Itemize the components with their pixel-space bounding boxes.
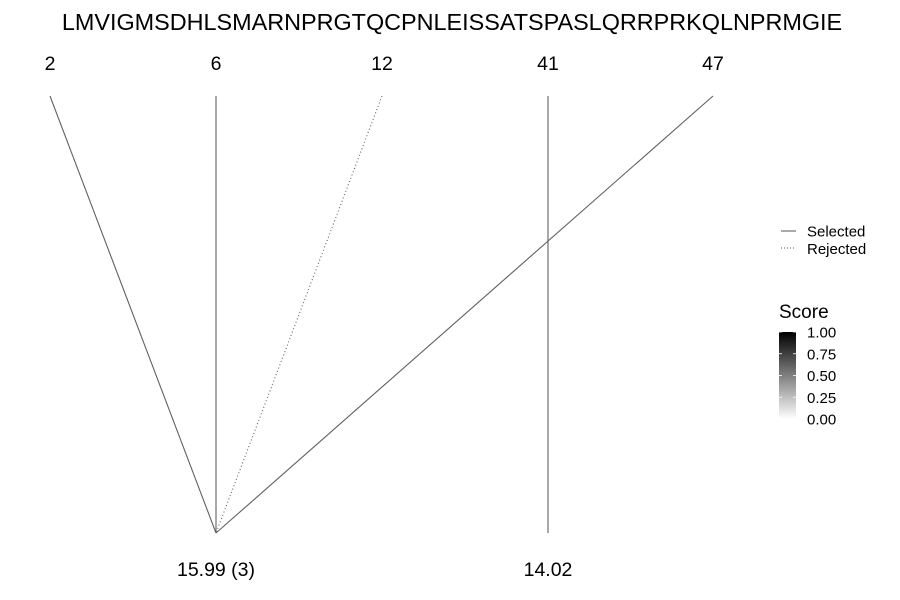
links-layer [49,95,714,534]
score-ticks: 1.00 0.75 0.50 0.25 0.00 [779,325,836,429]
position-label: 2 [45,53,56,75]
score-legend-title: Score [779,302,829,323]
score-tick-label: 1.00 [807,325,836,342]
position-label: 12 [371,53,393,75]
position-label: 41 [537,53,559,75]
mass-label: 14.02 [524,559,573,581]
sequence-text: LMVIGMSDHLSMARNPRGTQCPNLEISSATSPASLQRRPR… [62,9,842,35]
legend-selected-label: Selected [807,224,865,241]
score-legend: Score 1.00 0.75 0.50 0.25 0.00 [779,302,836,429]
link-line-2-selected [49,95,217,534]
legend-rejected-label: Rejected [807,241,866,258]
link-line-47-selected [215,95,714,534]
link-line-12-rejected [215,95,383,534]
position-label: 47 [702,53,724,75]
mass-label: 15.99 (3) [177,559,255,581]
score-tick-label: 0.50 [807,368,836,385]
score-colorbar [779,332,796,419]
score-tick-label: 0.75 [807,346,836,363]
mass-labels: 15.99 (3) 14.02 [177,559,572,581]
score-tick-label: 0.25 [807,390,836,407]
position-label: 6 [211,53,222,75]
position-labels: 2 6 12 41 47 [45,53,724,75]
score-tick-label: 0.00 [807,412,836,429]
linetype-legend: Selected Rejected [781,224,866,258]
